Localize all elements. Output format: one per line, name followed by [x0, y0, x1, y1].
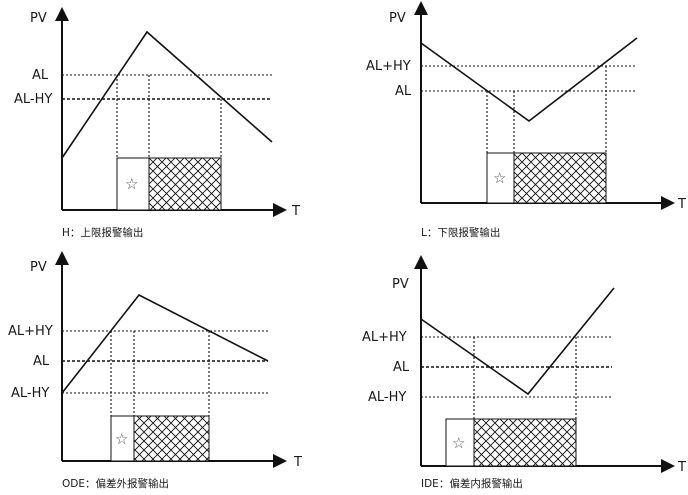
ide-t-label: T — [677, 460, 686, 475]
h-t-label: T — [291, 204, 300, 219]
panel-ode: PV T AL+HY AL AL-HY ☆ ODE：偏差外报警输出 — [8, 251, 302, 490]
h-pv-label: PV — [30, 11, 47, 26]
ode-star-icon: ☆ — [115, 430, 128, 448]
ide-al-hy-plus-label: AL+HY — [362, 330, 407, 345]
l-alarm-output-block — [513, 152, 607, 204]
ode-caption: ODE：偏差外报警输出 — [62, 477, 169, 490]
h-star-icon: ☆ — [125, 175, 138, 193]
l-caption: L：下限报警输出 — [421, 226, 500, 239]
ide-al-label: AL — [393, 360, 410, 375]
ode-alarm-output-block — [133, 415, 210, 462]
l-al-hy-label: AL+HY — [366, 59, 411, 74]
h-alarm-output-block — [148, 157, 222, 211]
ide-star-box — [445, 418, 475, 467]
ide-alarm-output-block — [473, 418, 577, 467]
ode-pv-label: PV — [30, 260, 47, 275]
ode-al-hy-plus-label: AL+HY — [8, 324, 53, 339]
ode-t-label: T — [293, 455, 302, 470]
h-al-hy-label: AL-HY — [14, 92, 52, 107]
l-pv-curve — [420, 37, 638, 122]
ide-al-hy-minus-label: AL-HY — [368, 390, 406, 405]
ide-pv-curve — [420, 287, 615, 396]
panel-ide: PV T AL+HY AL AL-HY ☆ IDE：偏差内报警输出 — [362, 255, 686, 490]
l-star-icon: ☆ — [493, 169, 506, 187]
h-star-box — [116, 157, 150, 211]
ide-caption: IDE：偏差内报警输出 — [421, 477, 523, 490]
l-al-label: AL — [395, 84, 412, 99]
ode-al-hy-minus-label: AL-HY — [11, 386, 49, 401]
ide-star-icon: ☆ — [452, 434, 465, 452]
h-caption: H：上限报警输出 — [62, 226, 143, 239]
ode-al-label: AL — [33, 354, 50, 369]
panel-h: PV T AL AL-HY ☆ H：上限报警输出 — [14, 7, 300, 239]
l-star-box — [486, 152, 515, 204]
ide-pv-label: PV — [392, 277, 409, 292]
h-pv-curve — [61, 30, 273, 159]
ode-pv-curve — [61, 293, 269, 394]
l-t-label: T — [677, 197, 686, 212]
l-pv-label: PV — [389, 11, 406, 26]
h-al-label: AL — [32, 68, 49, 83]
panel-l: PV T AL+HY AL ☆ L：下限报警输出 — [366, 1, 686, 239]
